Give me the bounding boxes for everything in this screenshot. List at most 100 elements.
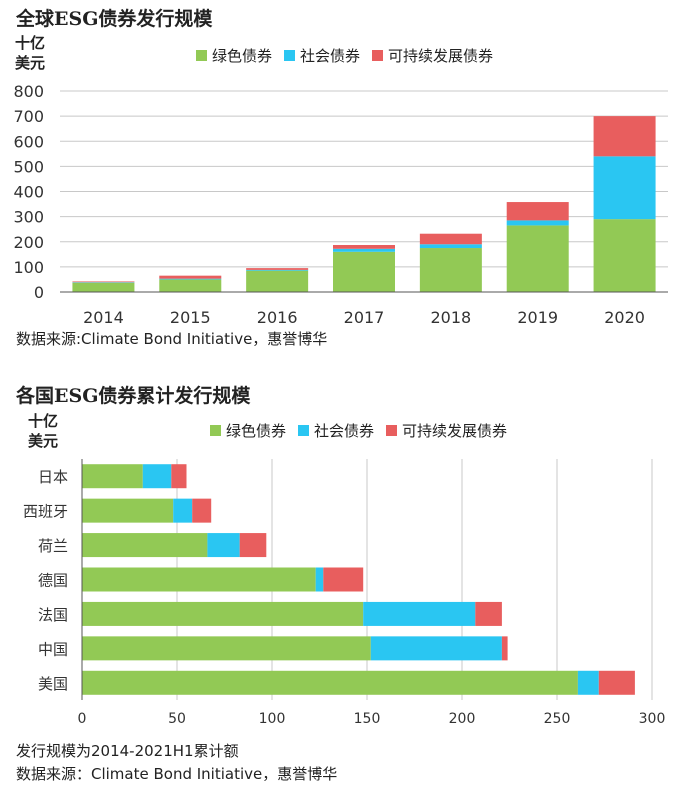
chart1-x-tick-label: 2015 [170, 308, 211, 327]
chart1-bar-2018-sustainable [419, 233, 482, 245]
chart1-bar-2020-sustainable [593, 116, 656, 157]
chart1-legend: 绿色债券 社会债券 可持续发展债券 [196, 45, 505, 66]
chart1-y-tick-label: 500 [13, 157, 44, 176]
chart2-bar-美国-social [577, 670, 599, 695]
chart1-legend-green: 绿色债券 [196, 45, 272, 66]
chart1-legend-label-sustainable: 可持续发展债券 [388, 47, 494, 65]
chart2-bar-日本-sustainable [171, 464, 187, 489]
legend-swatch-sustainable [386, 425, 398, 436]
chart2-bar-西班牙-green [82, 498, 174, 523]
chart1-bar-2017-sustainable [333, 245, 395, 249]
chart2-legend-social: 社会债券 [298, 420, 374, 441]
chart2-bar-美国-green [82, 670, 578, 695]
chart1-legend-label-social: 社会债券 [300, 47, 361, 65]
chart2-bar-中国-sustainable [501, 636, 508, 661]
chart2-legend-green: 绿色债券 [210, 420, 286, 441]
chart1-bar-2014-social [72, 282, 135, 283]
chart2-y-tick-label: 法国 [38, 606, 68, 624]
chart2-y-tick-label: 西班牙 [23, 503, 68, 521]
chart1-y-tick-label: 700 [13, 107, 44, 126]
chart2-legend-label-green: 绿色债券 [226, 422, 287, 440]
chart1-y-tick-label: 100 [13, 258, 44, 277]
legend-swatch-green [196, 50, 207, 61]
chart1-x-tick-label: 2016 [257, 308, 298, 327]
chart2-note: 发行规模为2014-2021H1累计额 [16, 742, 239, 760]
chart1-legend-social: 社会债券 [284, 45, 360, 66]
chart1-bar-2017-social [333, 248, 395, 252]
chart2-bar-法国-social [363, 601, 476, 626]
chart2-bar-德国-green [82, 567, 316, 592]
chart2-bar-荷兰-sustainable [239, 533, 267, 558]
chart2-bar-西班牙-social [173, 498, 193, 523]
chart1-bar-2019-green [506, 225, 569, 292]
chart1-bar-2018-social [419, 244, 482, 249]
legend-swatch-green [210, 425, 221, 436]
chart2-unit: 十亿 美元 [28, 411, 58, 451]
chart2-bar-法国-green [82, 601, 364, 626]
chart1-y-tick-label: 600 [13, 132, 44, 151]
chart2-bar-美国-sustainable [598, 670, 635, 695]
chart2-title: 各国ESG债券累计发行规模 [16, 385, 251, 407]
chart2-legend: 绿色债券 社会债券 可持续发展债券 [210, 420, 519, 441]
chart2-bar-德国-social [315, 567, 324, 592]
chart1-x-tick-label: 2018 [430, 308, 471, 327]
chart1-y-tick-label: 300 [13, 208, 44, 227]
chart1-y-tick-label: 800 [13, 82, 44, 101]
chart1-bar-2015-green [159, 279, 222, 292]
chart2-bar-德国-sustainable [323, 567, 364, 592]
chart1-bar-2017-green [333, 251, 395, 292]
chart2-y-tick-label: 德国 [38, 572, 68, 590]
chart2-bar-中国-social [370, 636, 502, 661]
chart2-x-tick-label: 0 [78, 711, 87, 727]
chart1-bar-2016-sustainable [246, 268, 309, 270]
chart2-y-tick-label: 日本 [38, 468, 68, 486]
chart2-x-tick-label: 150 [354, 711, 381, 727]
chart2-y-tick-label: 中国 [38, 640, 68, 658]
chart2-unit-line1: 十亿 [28, 412, 59, 430]
chart1-bar-2020-green [593, 219, 656, 292]
chart1-bar-2018-green [419, 248, 482, 292]
chart1-x-tick-label: 2019 [517, 308, 558, 327]
chart2-legend-label-sustainable: 可持续发展债券 [402, 422, 508, 440]
chart1-y-tick-label: 400 [13, 183, 44, 202]
legend-swatch-social [284, 50, 296, 61]
chart2-bar-荷兰-green [82, 533, 208, 558]
chart2-x-tick-label: 100 [259, 711, 286, 727]
chart2-x-tick-label: 300 [639, 711, 666, 727]
chart1-bar-2016-social [246, 269, 309, 271]
chart1-unit: 十亿 美元 [15, 33, 45, 73]
chart1-y-tick-label: 0 [34, 283, 44, 302]
chart1-bar-2019-social [506, 220, 569, 226]
chart1-unit-line1: 十亿 [15, 34, 46, 52]
chart2-bar-法国-sustainable [475, 601, 502, 626]
chart2-bar-西班牙-sustainable [192, 498, 212, 523]
chart1-legend-sustainable: 可持续发展债券 [372, 45, 493, 66]
legend-swatch-social [298, 425, 310, 436]
chart1-x-tick-label: 2014 [83, 308, 124, 327]
chart1-y-tick-label: 200 [13, 233, 44, 252]
chart2-unit-line2: 美元 [28, 432, 59, 450]
chart1-bar-2020-social [593, 156, 656, 220]
chart2-source: 数据来源：Climate Bond Initiative，惠誉博华 [16, 765, 338, 783]
chart1-x-tick-label: 2017 [344, 308, 385, 327]
chart2-bar-中国-green [82, 636, 371, 661]
chart1-x-tick-label: 2020 [604, 308, 645, 327]
chart1-bar-2016-green [246, 270, 309, 292]
chart1-unit-line2: 美元 [15, 54, 46, 72]
chart2-bar-日本-social [142, 464, 172, 489]
chart2-y-tick-label: 荷兰 [38, 537, 68, 555]
chart2-x-tick-label: 250 [544, 711, 571, 727]
chart1-legend-label-green: 绿色债券 [212, 47, 273, 65]
chart1-bar-2014-sustainable [72, 281, 135, 283]
chart1-source: 数据来源:Climate Bond Initiative，惠誉博华 [16, 330, 328, 348]
chart2-legend-sustainable: 可持续发展债券 [386, 420, 507, 441]
chart2-bar-荷兰-social [207, 533, 240, 558]
chart1-title: 全球ESG债券发行规模 [16, 8, 213, 30]
chart2-legend-label-social: 社会债券 [314, 422, 375, 440]
legend-swatch-sustainable [372, 50, 384, 61]
chart2-bar-日本-green [82, 464, 143, 489]
chart1-bar-2019-sustainable [506, 202, 569, 221]
chart1-bar-2014-green [72, 282, 135, 292]
chart1-bar-2015-social [159, 278, 222, 280]
